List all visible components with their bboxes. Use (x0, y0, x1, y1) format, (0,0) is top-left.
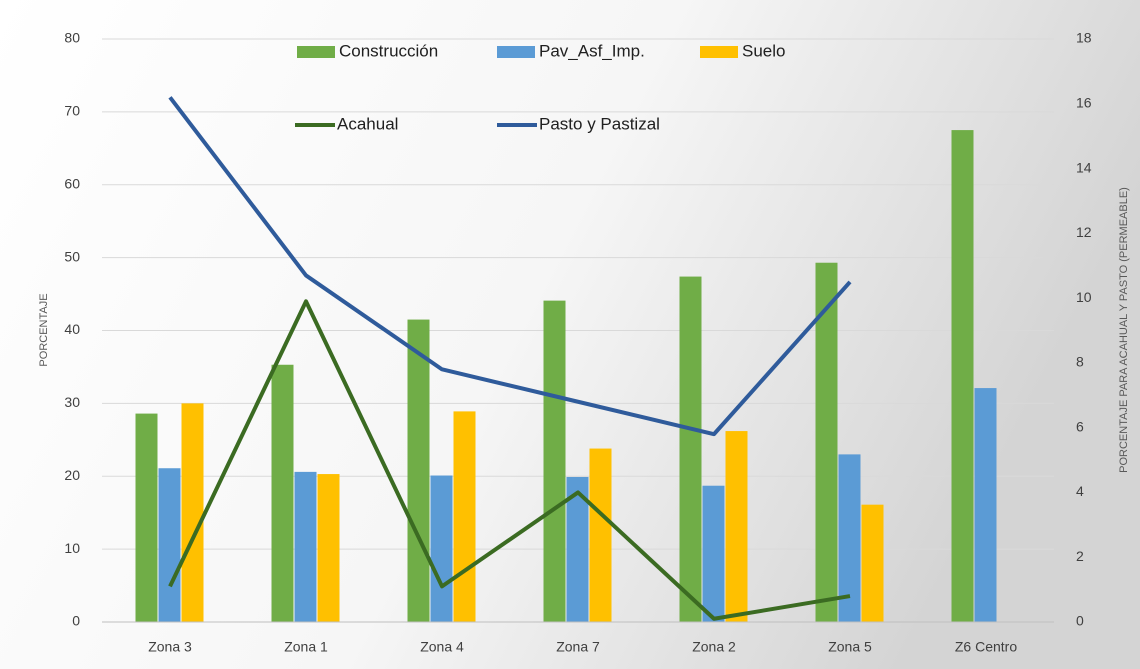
y-tick-label: 50 (64, 248, 80, 264)
y-tick-label: 70 (64, 103, 80, 119)
bar (294, 471, 317, 622)
y-tick-label: 40 (64, 321, 80, 337)
bar (453, 411, 476, 622)
y2-tick-label: 16 (1076, 94, 1092, 110)
bar (271, 364, 294, 622)
x-tick-label: Z6 Centro (955, 639, 1017, 655)
x-tick-label: Zona 5 (828, 639, 872, 655)
bar (951, 130, 974, 622)
bar (589, 448, 612, 622)
y2-tick-label: 4 (1076, 483, 1084, 499)
legend-label: Construcción (339, 41, 438, 60)
y-tick-label: 30 (64, 394, 80, 410)
bar (815, 262, 838, 622)
bar (974, 388, 997, 622)
bar (725, 431, 748, 622)
bar (861, 504, 884, 622)
y-tick-label: 10 (64, 540, 80, 556)
bar (158, 468, 181, 622)
legend-label: Suelo (742, 41, 785, 60)
y2-tick-label: 14 (1076, 159, 1092, 175)
bar (181, 403, 204, 622)
line-series (168, 299, 851, 621)
bar (702, 485, 725, 622)
legend-swatch (297, 46, 335, 58)
bar (679, 276, 702, 622)
y-tick-label: 80 (64, 30, 80, 46)
x-tick-label: Zona 3 (148, 639, 192, 655)
x-tick-label: Zona 7 (556, 639, 600, 655)
legend-label: Pav_Asf_Imp. (539, 41, 645, 60)
y2-tick-label: 0 (1076, 613, 1084, 629)
y-tick-label: 60 (64, 175, 80, 191)
legend-swatch (700, 46, 738, 58)
y2-tick-label: 2 (1076, 548, 1084, 564)
legend-swatch (497, 46, 535, 58)
legend-label: Pasto y Pastizal (539, 114, 660, 133)
bar (407, 319, 430, 622)
y2-axis-title: PORCENTAJE PARA ACAHUAL Y PASTO (PERMEAB… (1118, 187, 1130, 473)
y2-tick-label: 18 (1076, 30, 1092, 46)
y-tick-label: 20 (64, 467, 80, 483)
legend-label: Acahual (337, 114, 398, 133)
y2-tick-label: 10 (1076, 289, 1092, 305)
bar (430, 475, 453, 622)
y2-tick-label: 8 (1076, 354, 1084, 370)
bar (838, 454, 861, 622)
y2-tick-label: 6 (1076, 418, 1084, 434)
bar (566, 476, 589, 622)
y2-tick-label: 12 (1076, 224, 1092, 240)
y-tick-label: 0 (72, 613, 80, 629)
y-axis-title: PORCENTAJE (38, 293, 50, 366)
bar (543, 300, 566, 622)
bar (135, 413, 158, 622)
x-tick-label: Zona 4 (420, 639, 464, 655)
bar (317, 474, 340, 622)
line-series (168, 96, 852, 437)
x-tick-label: Zona 2 (692, 639, 736, 655)
x-tick-label: Zona 1 (284, 639, 328, 655)
